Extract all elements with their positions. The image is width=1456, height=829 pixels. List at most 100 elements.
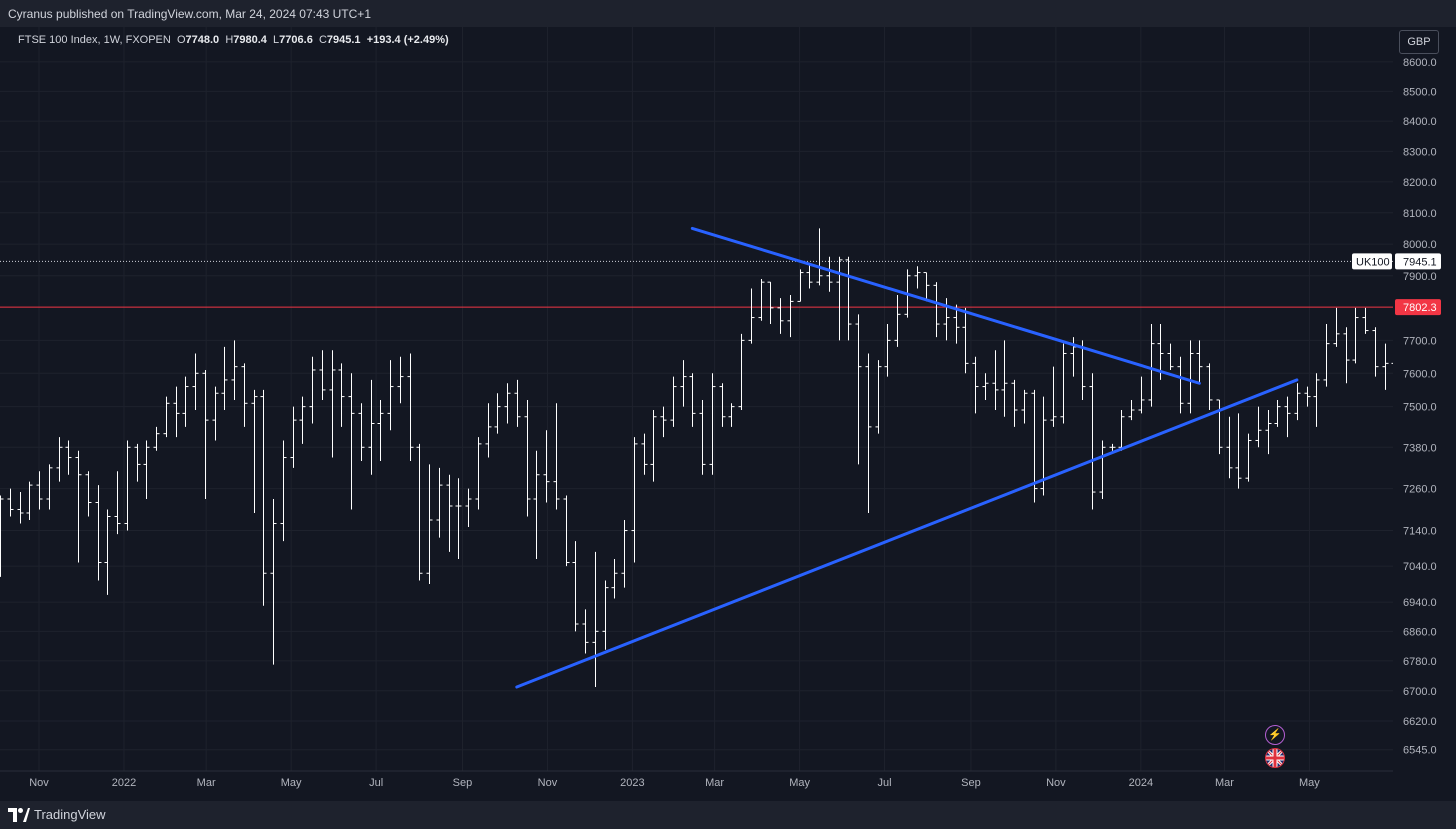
- ohlc-bar: [134, 443, 141, 482]
- ohlc-bar: [680, 360, 687, 407]
- ohlc-bar: [572, 541, 579, 632]
- ohlc-bar: [1089, 373, 1096, 510]
- ohlc-bar: [962, 307, 969, 374]
- ohlc-bar: [1274, 399, 1281, 427]
- price-tick-label: 8600.0: [1403, 57, 1437, 69]
- ohlc-bar: [748, 288, 755, 344]
- ohlc-bar: [631, 437, 638, 563]
- ohlc-bar: [641, 433, 648, 475]
- high-value: 7980.4: [233, 34, 267, 46]
- ohlc-bar: [1333, 307, 1340, 347]
- ohlc-bar: [709, 373, 716, 475]
- ohlc-bar: [1196, 340, 1203, 384]
- ohlc-bar: [7, 488, 14, 517]
- ohlc-bar: [85, 471, 92, 517]
- ohlc-bar: [426, 464, 433, 585]
- price-tick-label: 8200.0: [1403, 177, 1437, 189]
- ohlc-bar: [1382, 343, 1389, 390]
- ohlc-bar: [1323, 324, 1330, 387]
- time-tick-label: Sep: [453, 777, 473, 789]
- ohlc-bar: [104, 509, 111, 595]
- price-tick-label: 6780.0: [1403, 656, 1437, 668]
- ohlc-bar: [192, 353, 199, 411]
- ohlc-bar: [836, 256, 843, 341]
- price-tick-label: 7500.0: [1403, 402, 1437, 414]
- ohlc-bar: [1118, 410, 1125, 451]
- ohlc-bar: [368, 379, 375, 475]
- ohlc-bar: [933, 282, 940, 338]
- ohlc-bar: [972, 356, 979, 414]
- ohlc-bar: [153, 426, 160, 451]
- ohlc-bar: [387, 360, 394, 431]
- ohlc-bar: [114, 471, 121, 535]
- ohlc-bar: [504, 383, 511, 424]
- time-tick-label: May: [789, 777, 810, 789]
- ohlc-bar: [1128, 399, 1135, 421]
- grid-lines: [0, 27, 1393, 771]
- ohlc-bar: [0, 495, 4, 577]
- time-axis: Nov 2022 Mar May Jul Sep Nov 2023 Mar May Jul Sep No…: [0, 770, 1456, 801]
- ohlc-bar: [290, 406, 297, 468]
- price-axis: 8600.0 8500.0 8400.0 8300.0 8200.0 8100.0 8000…: [1352, 27, 1456, 801]
- ohlc-bar: [1343, 327, 1350, 384]
- ohlc-bar: [494, 393, 501, 434]
- price-tick-label: 7600.0: [1403, 368, 1437, 380]
- ohlc-bar: [465, 488, 472, 528]
- ohlc-bar: [797, 269, 804, 302]
- ohlc-bar: [475, 437, 482, 510]
- ohlc-bar: [1060, 343, 1067, 424]
- time-tick-label: Nov: [29, 777, 49, 789]
- time-tick-label: Mar: [1215, 777, 1234, 789]
- trendline: [690, 226, 1201, 385]
- ohlc-bar: [953, 304, 960, 344]
- change-value: +193.4 (+2.49%): [366, 34, 449, 46]
- ohlc-bar: [592, 551, 599, 688]
- uk-flag-icon[interactable]: [1265, 748, 1285, 768]
- ohlc-bar: [251, 389, 258, 513]
- horizontal-lines: [0, 260, 1393, 308]
- ohlc-bar: [1177, 356, 1184, 414]
- tradingview-brand: TradingView: [34, 807, 106, 822]
- ohlc-bar: [777, 298, 784, 334]
- trendline: [515, 378, 1299, 689]
- ohlc-bar: [533, 450, 540, 559]
- price-tick-label: 8500.0: [1403, 86, 1437, 98]
- ohlc-bar: [338, 363, 345, 427]
- ohlc-bar: [56, 437, 63, 482]
- currency-button[interactable]: GBP: [1399, 30, 1439, 54]
- ohlc-bar: [855, 314, 862, 465]
- ohlc-bar: [875, 360, 882, 434]
- price-tick-label: 6700.0: [1403, 686, 1437, 698]
- chart-area[interactable]: 8600.0 8500.0 8400.0 8300.0 8200.0 8100.0 8000…: [0, 27, 1456, 801]
- tradingview-logo[interactable]: TradingView: [8, 807, 106, 822]
- ohlc-bar: [611, 558, 618, 599]
- ohlc-bar: [436, 467, 443, 538]
- ohlc-bar: [845, 256, 852, 341]
- ohlc-bar: [1284, 396, 1291, 438]
- lightning-icon[interactable]: ⚡: [1265, 725, 1285, 745]
- ohlc-bar: [36, 471, 43, 510]
- ohlc-bar: [1255, 406, 1262, 448]
- ohlc-bar: [299, 396, 306, 444]
- symbol-name: FTSE 100 Index, 1W, FXOPEN: [18, 34, 171, 46]
- ohlc-bar: [884, 324, 891, 377]
- ohlc-bar: [75, 450, 82, 563]
- ohlc-bar: [455, 478, 462, 559]
- ohlc-bar: [543, 430, 550, 503]
- ohlc-bar: [309, 356, 316, 424]
- price-tick-label: 7700.0: [1403, 335, 1437, 347]
- ohlc-bar: [514, 379, 521, 427]
- low-value: 7706.6: [279, 34, 313, 46]
- time-tick-label: 2024: [1129, 777, 1153, 789]
- price-tick-label: 8100.0: [1403, 208, 1437, 220]
- ohlc-bar: [1372, 327, 1379, 377]
- ohlc-bar: [1313, 373, 1320, 427]
- price-axis-bg: [1393, 27, 1456, 801]
- ohlc-bar: [563, 495, 570, 567]
- ohlc-bar: [241, 363, 248, 427]
- ohlc-chart[interactable]: 8600.0 8500.0 8400.0 8300.0 8200.0 8100.0 8000…: [0, 27, 1456, 801]
- resistance-label: 7802.3: [1403, 302, 1437, 314]
- ohlc-bar: [582, 609, 589, 654]
- publisher-bar: Cyranus published on TradingView.com, Ma…: [0, 0, 1456, 27]
- symbol-tag-bg: [1352, 253, 1392, 270]
